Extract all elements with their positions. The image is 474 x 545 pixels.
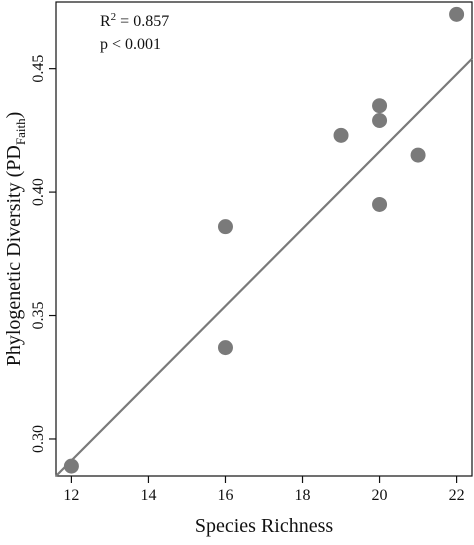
x-axis-title: Species Richness	[195, 515, 334, 537]
p-value-annotation: p < 0.001	[100, 36, 161, 53]
data-point	[410, 147, 426, 163]
y-tick-label: 0.45	[30, 55, 47, 83]
data-point	[217, 340, 233, 356]
data-point	[217, 219, 233, 235]
y-tick-label: 0.40	[30, 178, 47, 206]
data-point	[372, 113, 388, 128]
x-tick-label: 16	[217, 487, 233, 504]
data-point	[372, 98, 388, 114]
y-tick-label: 0.30	[30, 425, 47, 453]
plot-frame	[55, 1, 473, 477]
x-tick-label: 20	[372, 487, 388, 504]
data-points	[63, 6, 465, 474]
regression-line	[55, 58, 473, 477]
data-point	[449, 6, 465, 22]
x-tick-label: 14	[140, 487, 156, 504]
x-tick-label: 22	[449, 487, 465, 504]
y-axis-ticks: 0.30 0.35 0.40 0.45	[30, 55, 56, 453]
data-point	[63, 458, 79, 474]
x-tick-label: 12	[63, 487, 79, 504]
y-axis-title: Phylogenetic Diversity (PDFaith)	[3, 112, 28, 367]
data-point	[333, 127, 349, 143]
r-squared-annotation: R2 = 0.857	[100, 11, 169, 30]
x-axis-ticks: 12 14 16 18 20 22	[63, 476, 465, 504]
x-tick-label: 18	[295, 487, 311, 504]
data-point	[372, 196, 388, 212]
y-tick-label: 0.35	[30, 302, 47, 330]
